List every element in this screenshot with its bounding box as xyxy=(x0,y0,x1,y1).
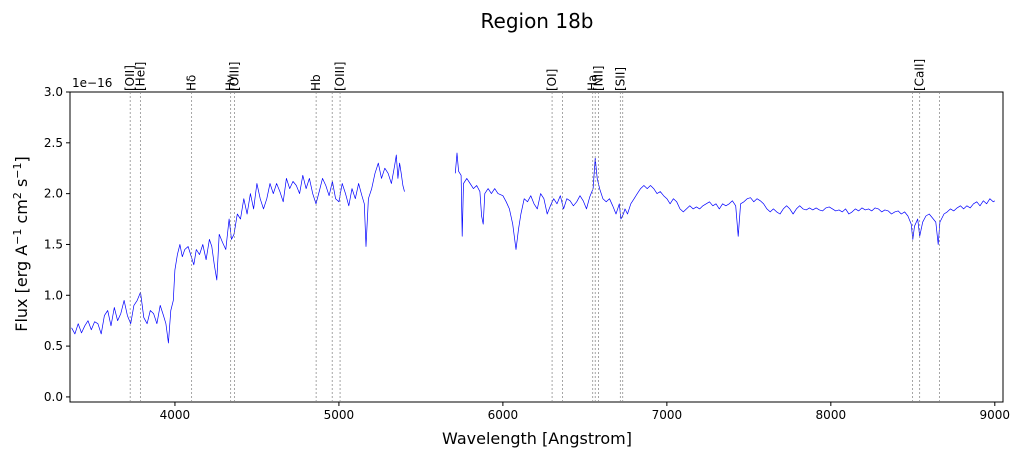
x-axis: 4000 5000 6000 7000 8000 9000 xyxy=(160,402,1010,422)
emission-line-label: [NII] xyxy=(591,66,605,91)
x-tick-label: 8000 xyxy=(816,408,847,422)
emission-line-label: [HeI] xyxy=(133,62,147,91)
plot-frame xyxy=(69,91,1004,403)
emission-line-label: Hb xyxy=(309,74,323,91)
emission-line-label: [OI] xyxy=(545,69,559,91)
y-tick-label: 0.5 xyxy=(44,339,63,353)
x-tick-label: 6000 xyxy=(488,408,519,422)
x-axis-label: Wavelength [Angstrom] xyxy=(442,429,632,448)
y-tick-label: 1.5 xyxy=(44,237,63,251)
x-tick-label: 5000 xyxy=(324,408,355,422)
x-tick-label: 7000 xyxy=(652,408,683,422)
plot-area xyxy=(69,91,1004,403)
chart-title: Region 18b xyxy=(481,9,594,33)
plot-background xyxy=(70,92,1003,402)
emission-line-label: [CaII] xyxy=(913,59,927,91)
emission-line-label: Hδ xyxy=(185,75,199,91)
y-tick-label: 2.0 xyxy=(44,187,63,201)
emission-line-markers: [OII][HeI] Hδ Hγ[OIII] Hb [OIII] [OI] Ha[NII][… xyxy=(123,59,940,402)
y-axis-label: Flux [erg A−1 cm2 s−1] xyxy=(11,156,32,332)
emission-line-label: Hγ xyxy=(224,75,238,91)
y-axis: 0.0 0.5 1.0 1.5 2.0 2.5 3.0 xyxy=(44,85,70,404)
x-tick-label: 4000 xyxy=(160,408,191,422)
emission-line-label: [OIII] xyxy=(227,62,241,91)
spectrum-line xyxy=(454,152,995,250)
emission-line-label: [OII] xyxy=(123,65,137,91)
y-tick-label: 1.0 xyxy=(44,288,63,302)
y-offset-text: 1e−16 xyxy=(72,76,112,90)
spectrum-line xyxy=(71,154,405,344)
y-tick-label: 2.5 xyxy=(44,136,63,150)
emission-line-label: Ha xyxy=(586,75,600,91)
y-tick-label: 3.0 xyxy=(44,85,63,99)
x-tick-label: 9000 xyxy=(980,408,1011,422)
emission-line-label: [SII] xyxy=(613,67,627,91)
emission-line-label: [OIII] xyxy=(333,62,347,91)
y-tick-label: 0.0 xyxy=(44,390,63,404)
